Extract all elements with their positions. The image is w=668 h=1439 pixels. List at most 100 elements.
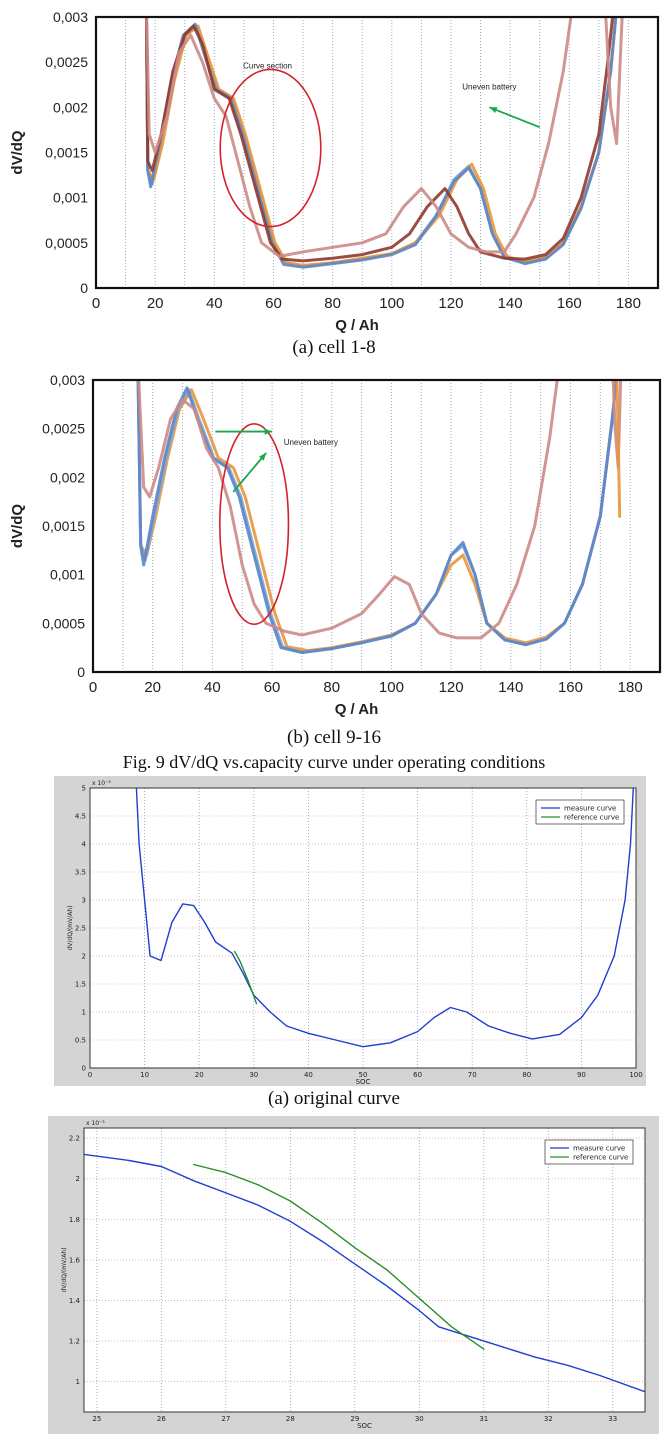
y-tick-label: 0.5 [75, 1037, 86, 1045]
annotation-text: Curve section [243, 61, 292, 70]
y-axis-label: dV/dQ/(mV/Ah) [67, 905, 74, 950]
chart-cell-1-8: 0 20 40 60 80 100 120 140 160 180 0 0,0005 0,001 0,00… [0, 0, 668, 338]
chart-cell-1-8-svg: 0 20 40 60 80 100 120 140 160 180 0 0,0005 0,001 0,00… [9, 9, 660, 334]
series-line-5 [611, 380, 623, 470]
x-axis-label: SOC [357, 1422, 372, 1430]
y-tick-label: 0,002 [50, 469, 85, 485]
chart-original-curve: 0 10 20 30 40 50 60 70 80 90 100 0 0.5 1 1.5 2 2.5 3 3.5 4 4… [0, 774, 668, 1086]
x-tick-label: 0 [89, 679, 97, 696]
legend-box [535, 799, 625, 825]
x-tick-label: 80 [522, 1071, 531, 1079]
x-tick-label: 28 [286, 1415, 295, 1423]
y-tick-label: 1.6 [69, 1256, 81, 1264]
y-tick-label: 1 [82, 1009, 86, 1017]
y-tick-label: 0,003 [50, 372, 85, 388]
x-tick-label: 80 [324, 295, 341, 312]
plot-frame [91, 378, 662, 674]
series-line-2 [234, 950, 258, 1005]
x-tick-label: 32 [544, 1415, 553, 1423]
chart-original-curve-svg: 0 10 20 30 40 50 60 70 80 90 100 0 0.5 1 1.5 2 2.5 3 3.5 4 4… [54, 776, 646, 1086]
series-line-4 [137, 380, 559, 640]
y-tick-label: 0,0005 [45, 235, 88, 251]
series-group [144, 17, 624, 269]
y-tick-label: 0,0015 [42, 518, 85, 534]
legend-label: measure curve [564, 805, 616, 813]
x-tick-label: 160 [558, 679, 583, 696]
annotations: Curve section Uneven battery [219, 61, 541, 228]
chart-cell-9-16: 0 20 40 60 80 100 120 140 160 180 0 0,0005 0,001 0,00… [0, 365, 668, 727]
caption-c: (a) original curve [268, 1088, 400, 1109]
x-tick-label: 30 [249, 1071, 258, 1079]
series-line-2 [192, 1163, 485, 1350]
chart-zoom-curve-svg: 25 26 27 28 29 30 31 32 33 1 1.2 1.4 1.6 1.8 2 2.2 SOC dV… [48, 1116, 659, 1434]
y-tick-label: 2.2 [69, 1135, 80, 1143]
x-tick-label: 80 [323, 679, 340, 696]
x-tick-label: 0 [92, 295, 100, 312]
x-tick-label: 120 [439, 679, 464, 696]
figure-title: Fig. 9 dV/dQ vs.capacity curve under ope… [122, 752, 546, 772]
y-tick-label: 0,001 [53, 190, 88, 206]
y-tick-label: 1.5 [75, 981, 86, 989]
y-tick-label: 3.5 [75, 869, 86, 877]
x-tick-label: 100 [379, 679, 404, 696]
y-exponent-label: x 10⁻³ [92, 780, 111, 787]
series-line-4 [144, 17, 615, 263]
x-tick-label: 120 [438, 295, 463, 312]
tick-labels: 0 10 20 30 40 50 60 70 80 90 100 0 0.5 1 1.5 2 2.5 3 3.5 4 4… [75, 785, 643, 1080]
series-line-5 [145, 17, 573, 258]
x-tick-label: 140 [498, 295, 523, 312]
series-line-1 [135, 788, 634, 1048]
highlight-ellipse [219, 422, 290, 626]
x-tick-label: 25 [92, 1415, 101, 1423]
y-tick-label: 4.5 [75, 813, 86, 821]
x-tick-label: 60 [265, 295, 282, 312]
y-tick-label: 0,0025 [42, 421, 85, 437]
chart-cell-9-16-svg: 0 20 40 60 80 100 120 140 160 180 0 0,0005 0,001 0,00… [9, 372, 662, 718]
x-tick-label: 90 [577, 1071, 586, 1079]
arrow-head [264, 428, 273, 435]
grid [125, 17, 629, 288]
series-line-1 [84, 1153, 645, 1393]
y-tick-label: 5 [82, 785, 86, 793]
y-tick-label: 1.4 [69, 1297, 81, 1305]
x-tick-label: 33 [608, 1415, 617, 1423]
legend-box [544, 1139, 634, 1165]
y-tick-label: 0,0005 [42, 615, 85, 631]
tick-labels: 0 20 40 60 80 100 120 140 160 180 0 0,0005 0,001 0,00… [42, 372, 643, 696]
x-axis-label: Q / Ah [335, 701, 379, 718]
x-tick-label: 27 [221, 1415, 230, 1423]
series-line-6 [604, 17, 624, 145]
highlight-ellipse [219, 68, 322, 228]
grid [90, 788, 636, 1068]
x-tick-label: 180 [616, 295, 641, 312]
chart-zoom-curve: 25 26 27 28 29 30 31 32 33 1 1.2 1.4 1.6 1.8 2 2.2 SOC dV… [0, 1116, 668, 1434]
x-tick-label: 40 [206, 295, 223, 312]
x-axis-label: SOC [356, 1078, 371, 1086]
x-tick-label: 60 [413, 1071, 422, 1079]
plot-frame [89, 787, 637, 1069]
x-tick-label: 100 [379, 295, 404, 312]
annotation-text: Uneven battery [284, 438, 338, 447]
annotation-text: Uneven battery [462, 82, 516, 91]
x-tick-label: 26 [157, 1415, 166, 1423]
x-tick-label: 140 [498, 679, 523, 696]
y-axis-label: dV/dQ [9, 504, 26, 548]
grid [84, 1128, 645, 1412]
x-tick-label: 40 [304, 1071, 313, 1079]
y-tick-label: 2.5 [75, 925, 86, 933]
y-tick-label: 0 [77, 664, 85, 680]
annotation-arrow [232, 452, 267, 493]
x-axis-label: Q / Ah [335, 317, 379, 334]
caption-b: (b) cell 9-16 [287, 727, 381, 748]
y-tick-label: 0,0015 [45, 145, 88, 161]
series-group [135, 788, 634, 1048]
series-line-6 [615, 380, 622, 518]
y-tick-label: 0,001 [50, 567, 85, 583]
y-tick-label: 2 [76, 1175, 80, 1183]
y-exponent-label: x 10⁻³ [86, 1120, 105, 1127]
x-tick-label: 30 [415, 1415, 424, 1423]
y-tick-label: 0 [82, 1065, 86, 1073]
plot-frame [94, 15, 660, 290]
